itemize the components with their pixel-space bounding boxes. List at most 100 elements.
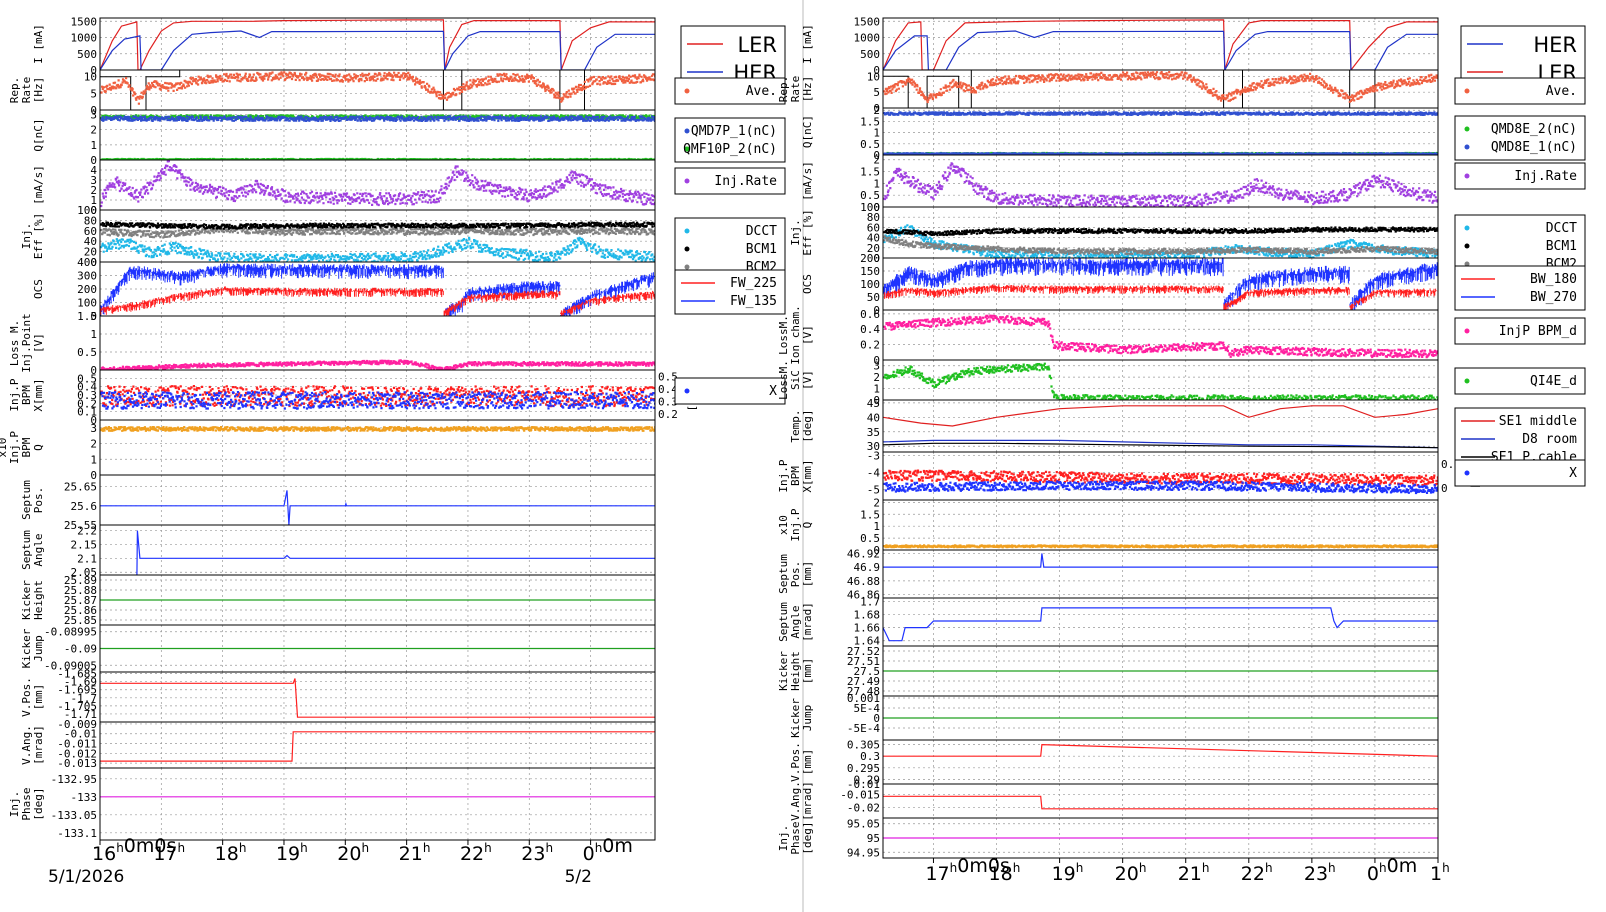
series-10-0-dots xyxy=(883,544,1438,549)
series-4-2-dots xyxy=(883,226,1438,237)
y-tick-label: -0.08995 xyxy=(44,626,97,639)
y-axis-label: [mA/s] xyxy=(801,161,814,201)
panel-0: 0 500 1000 1500 I [mA] xyxy=(32,15,656,77)
series-1-1-dots xyxy=(100,71,655,105)
y-axis-label: Q xyxy=(801,522,814,529)
y-tick-label: 2.05 xyxy=(71,566,98,579)
y-axis-label: [mrad] xyxy=(32,725,45,765)
panel-14: -0.013-0.012-0.011-0.01-0.009 V.Ang. [mrad… xyxy=(20,718,656,770)
y-axis-label: I [mA] xyxy=(32,24,45,64)
y-tick-label: 3 xyxy=(90,174,97,187)
y-tick-label: -0.015 xyxy=(840,788,880,801)
x-tick-label: 0h0m xyxy=(1367,855,1417,885)
y-tick-label: 35 xyxy=(867,426,880,439)
y-axis-label: OCS xyxy=(32,279,45,299)
series-16-0-line xyxy=(883,795,1438,810)
legend-swatch-dot xyxy=(1464,378,1470,384)
y-tick-label: 2.1 xyxy=(77,552,97,565)
panel-13: -1.71-1.705-1.7-1.695-1.69-1.685 V.Pos. [m… xyxy=(20,668,656,723)
y-tick-label: 5E-4 xyxy=(854,702,881,715)
y-tick-label: 5 xyxy=(90,87,97,100)
x-tick-hour: 19 xyxy=(276,843,300,865)
legend-swatch-dot xyxy=(684,88,690,94)
y-axis-label: [mA/s] xyxy=(32,165,45,205)
y-tick-label: 0 xyxy=(873,102,880,115)
y-tick-label: 60 xyxy=(867,221,880,234)
legend-entry-label: QMD7P_1(nC) xyxy=(691,124,777,139)
y-tick-label: 27.48 xyxy=(847,685,880,698)
y-tick-label: 0 xyxy=(873,304,880,317)
y-tick-label: 0.001 xyxy=(847,692,880,705)
y-axis-label: X[mm] xyxy=(801,459,814,492)
x-tick-sup: h xyxy=(1139,861,1147,875)
y-tick-label: 1 xyxy=(90,453,97,466)
series-2-2-dots xyxy=(883,152,1438,155)
x-tick-sup: h xyxy=(116,841,124,855)
x-tick-label: 21h xyxy=(1178,861,1210,885)
y-tick-label: 0 xyxy=(90,204,97,217)
y-tick-label: -1.685 xyxy=(57,668,97,681)
x-tick-hour: 17 xyxy=(153,843,177,865)
legend-swatch-dot xyxy=(684,146,690,152)
y-tick-label: -133.05 xyxy=(51,809,97,822)
y-tick-label: 0.29 xyxy=(854,773,881,786)
x-tick-hour: 17 xyxy=(925,863,949,885)
x-tick-hour: 0 xyxy=(583,843,595,865)
x-tick-hour: 19 xyxy=(1052,863,1076,885)
y-tick-label: 27.52 xyxy=(847,645,880,658)
y-tick-label: -0.01 xyxy=(847,778,880,791)
series-4-1-dots xyxy=(883,235,1438,256)
panel-frame xyxy=(882,399,1439,453)
panel-frame xyxy=(882,499,1439,551)
legend-9: X xyxy=(1454,459,1586,487)
y-axis-label: Q[nC] xyxy=(32,118,45,151)
y-tick-label: 100 xyxy=(860,201,880,214)
series-10-0-line xyxy=(136,530,655,575)
y-tick-label: 2 xyxy=(873,154,880,167)
y-axis-label: Jump xyxy=(32,635,45,662)
panel-series xyxy=(883,405,1438,449)
legend-box xyxy=(674,377,786,405)
x-tick-label: 21h xyxy=(399,841,431,865)
x-tick-label: 23h xyxy=(1304,861,1336,885)
y-tick-label: -4 xyxy=(867,467,881,480)
legend-entry-label: FW_135 xyxy=(730,294,777,309)
y-tick-label: 0.1 xyxy=(77,406,97,419)
y-axis-label: V.Pos. xyxy=(789,742,802,782)
y-tick-label: 100 xyxy=(860,278,880,291)
x-tick-label: 1h xyxy=(1430,861,1450,885)
y-axis-label: BPM xyxy=(789,466,802,486)
legend-swatch-dot xyxy=(1464,173,1470,179)
x-tick-sup: h xyxy=(1379,861,1387,875)
series-6-0-dots xyxy=(100,359,655,370)
x-tick-hour: 23 xyxy=(1304,863,1328,885)
panel-3: 00.511.52 [mA/s] xyxy=(801,154,1439,214)
panel-16: -0.02-0.015-0.01 V.Ang. [mrad] xyxy=(789,778,1439,821)
x-tick-label: 23h xyxy=(521,841,553,865)
legend-swatch-dot xyxy=(684,264,690,270)
series-7-1-dots xyxy=(100,390,655,410)
series-6-0-dots xyxy=(883,314,1438,359)
legend-entry-label: InjP BPM_d xyxy=(1499,324,1577,339)
y-axis-label: [deg] xyxy=(32,787,45,820)
y-tick-label: 0 xyxy=(90,154,97,167)
panel-series xyxy=(883,19,1438,70)
y-axis-label: Rep. xyxy=(777,76,790,103)
y-tick-label: 2 xyxy=(873,104,880,117)
y-tick-label: 0.5 xyxy=(77,346,97,359)
legend-entry-label: QMD8E_1(nC) xyxy=(1491,140,1577,155)
series-1-0-step xyxy=(100,70,655,110)
y-tick-label: 1.66 xyxy=(854,622,881,635)
y-tick-label: 0 xyxy=(90,256,97,269)
y-tick-label: 3 xyxy=(873,360,880,373)
y-tick-label: 0.5 xyxy=(77,372,97,385)
y-tick-label: -3 xyxy=(867,449,880,462)
series-0-0-line xyxy=(100,19,655,70)
y-tick-label: 1.64 xyxy=(854,635,881,648)
legend-box xyxy=(1454,77,1586,105)
y-axis-label: Q[nC] xyxy=(801,115,814,148)
y-tick-label: 95.05 xyxy=(847,818,880,831)
series-2-0-dots xyxy=(883,111,1438,116)
legend-entry-label: SE1 middle xyxy=(1499,414,1577,429)
